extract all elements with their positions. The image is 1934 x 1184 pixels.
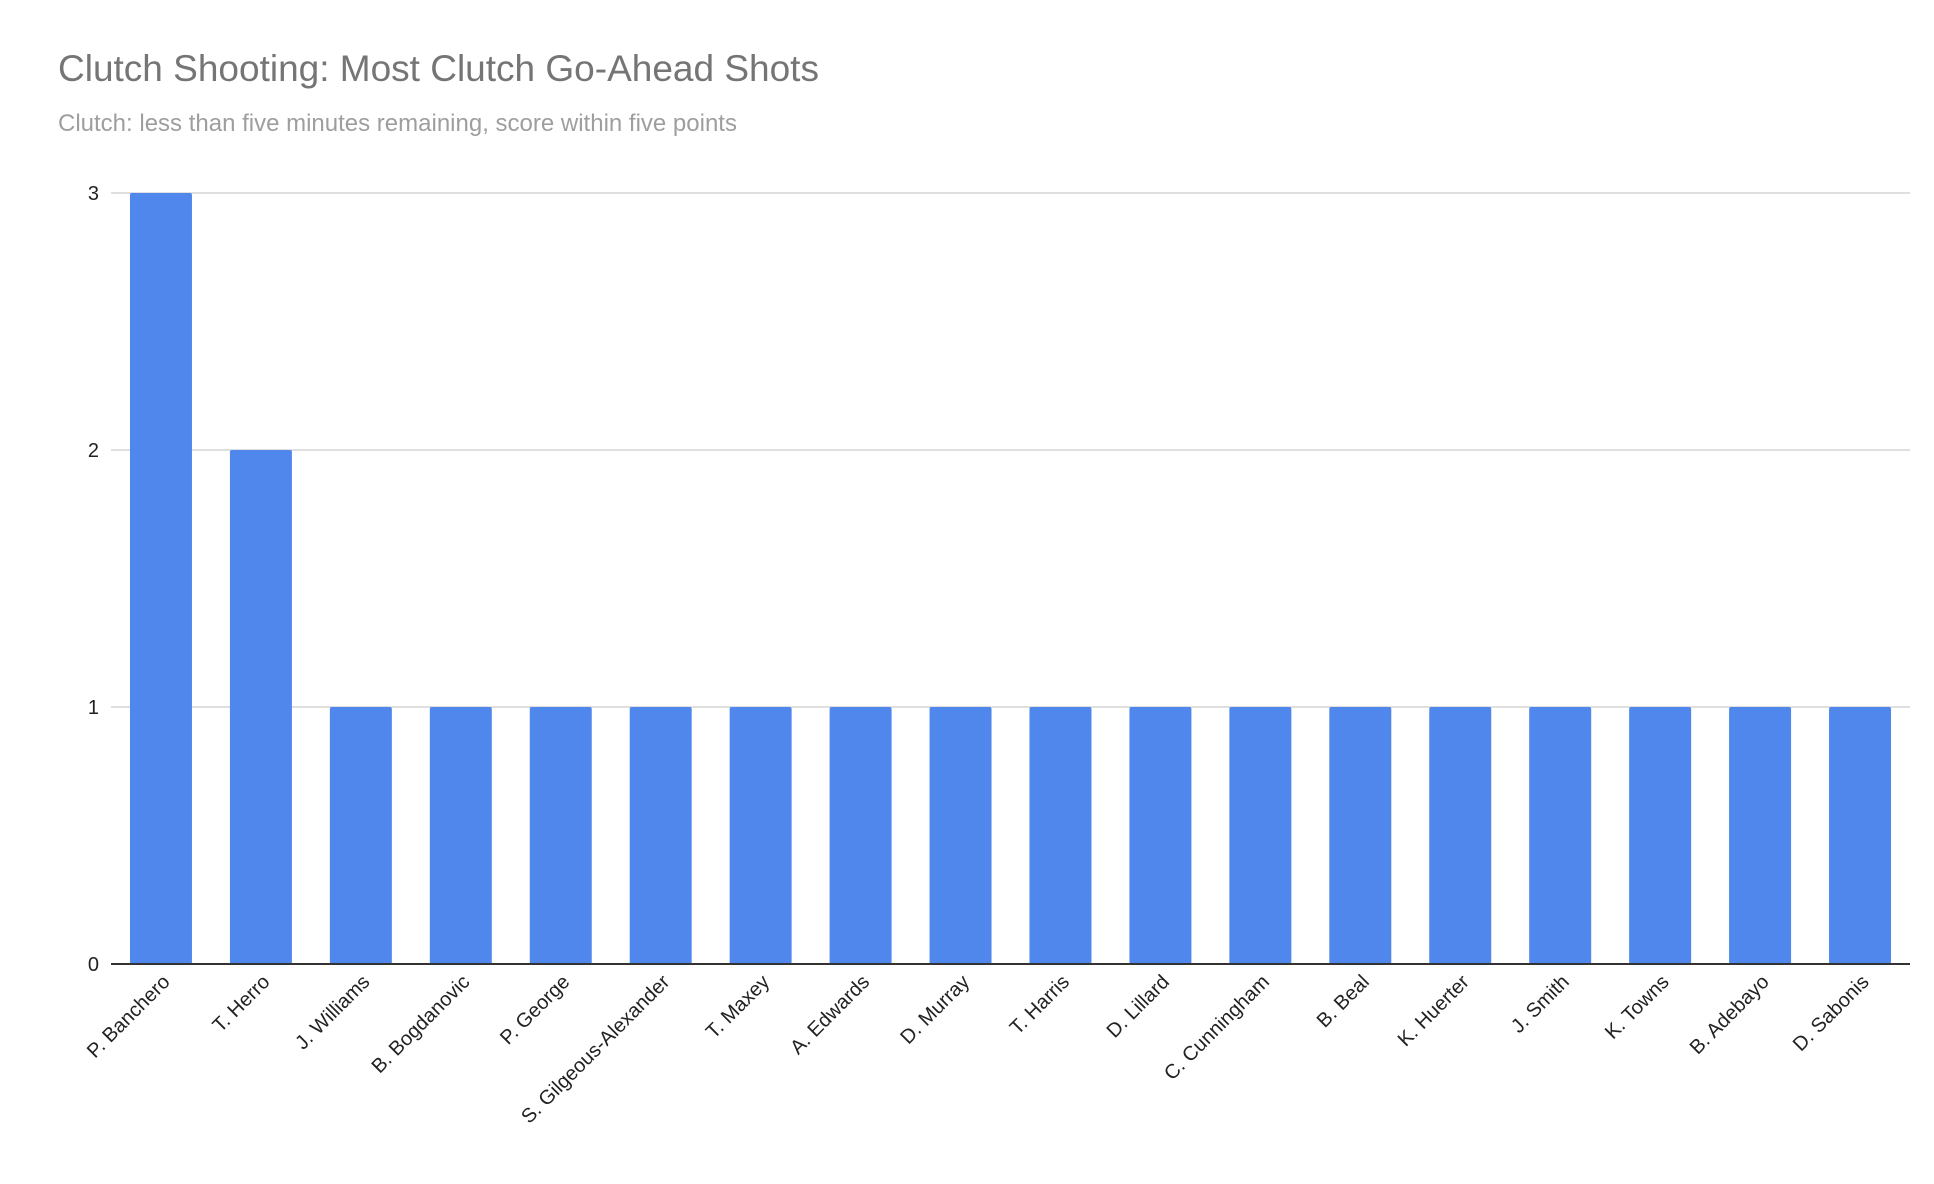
- bar[interactable]: [1329, 707, 1392, 964]
- y-axis-ticks: 0 1 2 3: [88, 183, 99, 976]
- x-tick-label: T. Maxey: [702, 971, 774, 1043]
- x-tick-label: P. George: [496, 971, 574, 1049]
- x-tick-label: A. Edwards: [786, 971, 874, 1059]
- x-tick-label: T. Herro: [209, 971, 275, 1037]
- bar[interactable]: [1229, 707, 1292, 964]
- x-tick-label: B. Beal: [1313, 971, 1374, 1032]
- x-tick-label: D. Lillard: [1103, 971, 1174, 1042]
- bar[interactable]: [229, 450, 292, 964]
- bar[interactable]: [729, 707, 792, 964]
- bar[interactable]: [929, 707, 992, 964]
- x-tick-label: D. Murray: [896, 971, 974, 1049]
- x-tick-label: B. Adebayo: [1686, 971, 1774, 1059]
- bar[interactable]: [1629, 707, 1692, 964]
- bar[interactable]: [1829, 707, 1892, 964]
- bar[interactable]: [1529, 707, 1592, 964]
- x-tick-label: C. Cunningham: [1160, 971, 1274, 1085]
- x-tick-label: P. Banchero: [83, 971, 175, 1063]
- x-tick-label: B. Bogdanovic: [368, 971, 475, 1078]
- x-tick-label: D. Sabonis: [1789, 971, 1874, 1056]
- bar[interactable]: [829, 707, 892, 964]
- y-tick-label: 0: [88, 954, 99, 976]
- x-tick-label: K. Towns: [1601, 971, 1674, 1044]
- y-tick-label: 3: [88, 183, 99, 205]
- x-tick-label: K. Huerter: [1394, 971, 1474, 1051]
- bar[interactable]: [329, 707, 392, 964]
- bar[interactable]: [1729, 707, 1792, 964]
- bar[interactable]: [1029, 707, 1092, 964]
- bar[interactable]: [1429, 707, 1492, 964]
- bar[interactable]: [1129, 707, 1192, 964]
- y-tick-label: 2: [88, 440, 99, 462]
- bar[interactable]: [429, 707, 492, 964]
- x-tick-label: T. Harris: [1006, 971, 1074, 1039]
- gridlines: [111, 192, 1910, 708]
- bars: [129, 193, 1892, 964]
- bar[interactable]: [529, 707, 592, 964]
- bar[interactable]: [129, 193, 192, 964]
- x-tick-label: J. Smith: [1507, 971, 1574, 1038]
- chart-title: Clutch Shooting: Most Clutch Go-Ahead Sh…: [58, 48, 819, 89]
- y-tick-label: 1: [88, 697, 99, 719]
- chart-subtitle: Clutch: less than five minutes remaining…: [58, 110, 737, 137]
- bar[interactable]: [629, 707, 692, 964]
- x-tick-label: J. Williams: [291, 971, 374, 1054]
